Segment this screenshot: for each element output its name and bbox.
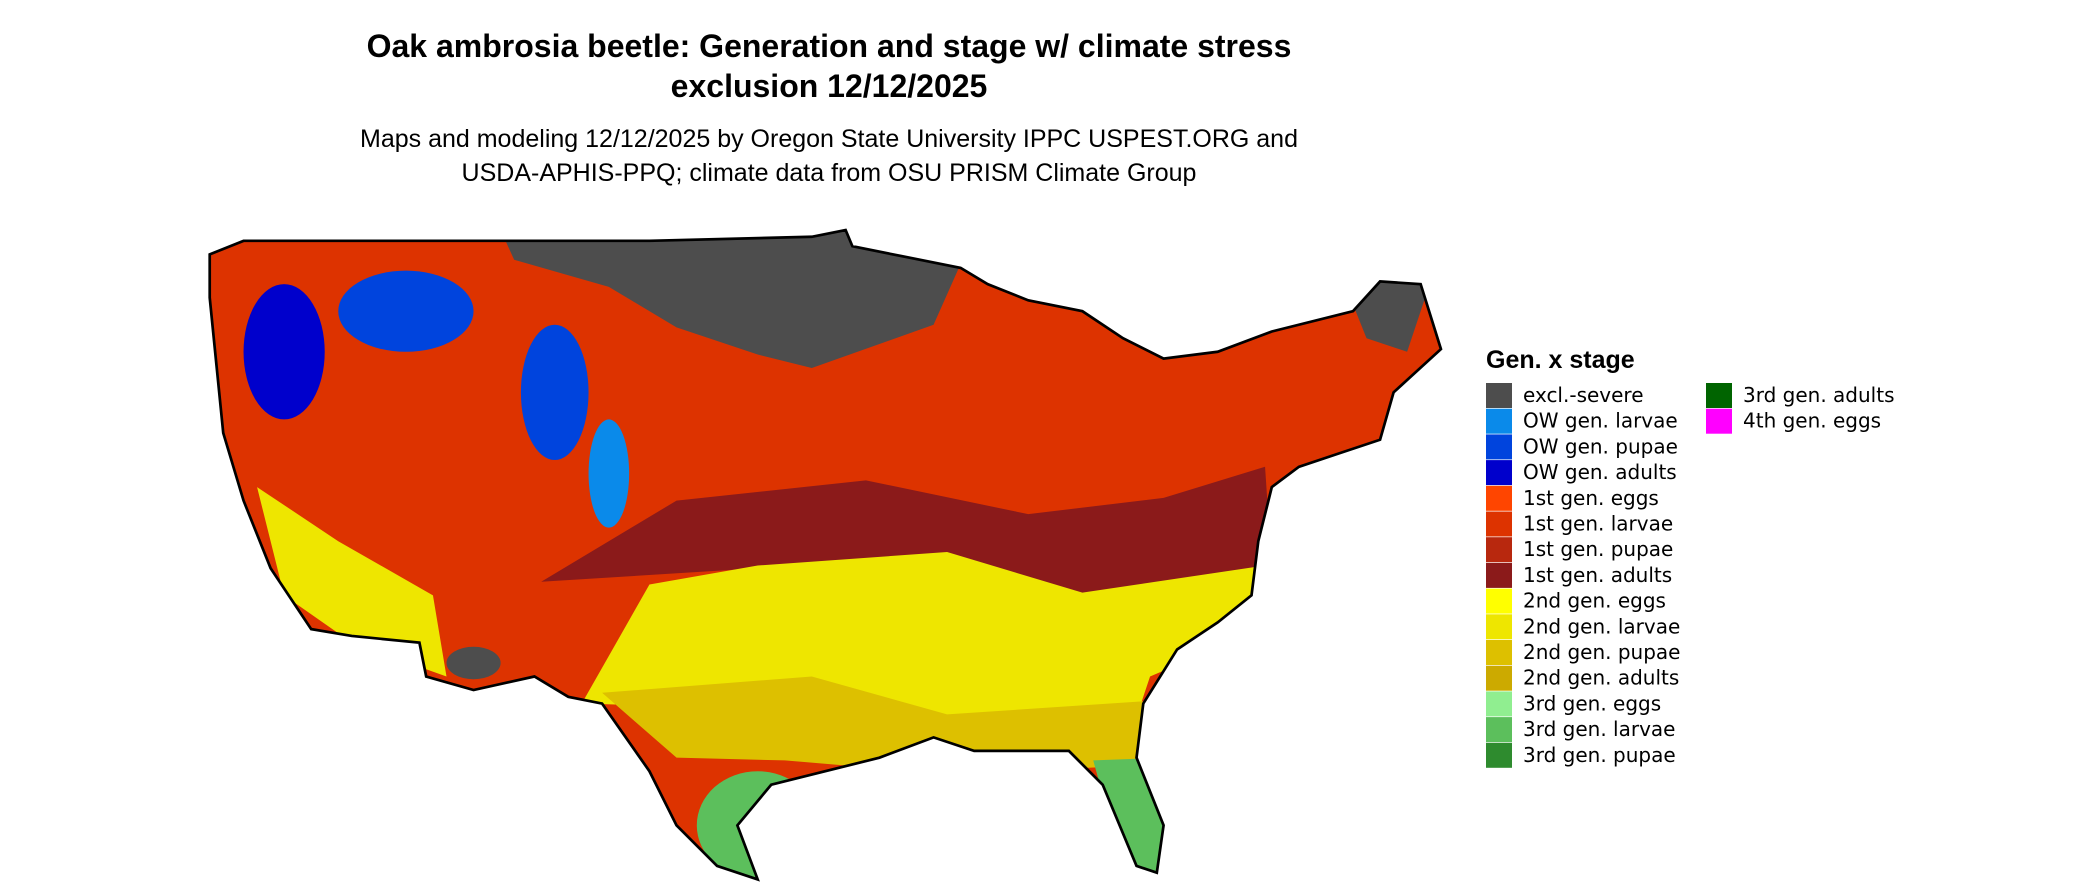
us-map [208,228,1443,881]
legend-label: 1st gen. pupae [1523,537,1673,561]
title: exclusion 12/12/2025 [671,68,988,104]
legend-title: Gen. x stage [1486,346,1635,374]
legend-swatch [1706,383,1732,408]
legend-label: 2nd gen. adults [1523,666,1679,690]
legend-label: 1st gen. eggs [1523,486,1659,510]
title: Oak ambrosia beetle: Generation and stag… [367,28,1292,64]
legend-swatch [1486,537,1512,563]
legend-label: 3rd gen. adults [1743,383,1894,407]
legend-swatch [1486,717,1512,743]
legend-swatch [1486,460,1512,486]
legend-swatch [1486,640,1512,665]
legend-swatch [1486,408,1512,434]
legend-swatch [1486,511,1512,537]
legend-swatch [1486,665,1512,691]
legend-label: excl.-severe [1523,383,1644,407]
legend-swatch [1486,614,1512,640]
legend-swatch [1486,383,1512,408]
legend-swatch [1486,562,1512,588]
legend-label: OW gen. pupae [1523,434,1678,458]
subtitle: Maps and modeling 12/12/2025 by Oregon S… [360,125,1298,153]
legend-label: 2nd gen. pupae [1523,640,1680,664]
legend-label: OW gen. adults [1523,460,1677,484]
legend-label: 3rd gen. larvae [1523,717,1675,741]
legend-label: 2nd gen. eggs [1523,589,1666,613]
legend-label: OW gen. larvae [1523,409,1678,433]
legend-swatch [1706,408,1732,434]
legend-label: 1st gen. adults [1523,563,1672,587]
legend-swatch [1486,434,1512,460]
legend-label: 3rd gen. pupae [1523,743,1676,767]
legend-swatch [1486,588,1512,614]
subtitle: USDA-APHIS-PPQ; climate data from OSU PR… [462,159,1197,187]
legend-swatch [1486,691,1512,717]
legend-label: 2nd gen. larvae [1523,614,1680,638]
legend-label: 1st gen. larvae [1523,512,1673,536]
legend-label: 4th gen. eggs [1743,409,1881,433]
legend-swatch [1486,742,1512,768]
legend-swatch [1486,485,1512,511]
legend-label: 3rd gen. eggs [1523,691,1661,715]
